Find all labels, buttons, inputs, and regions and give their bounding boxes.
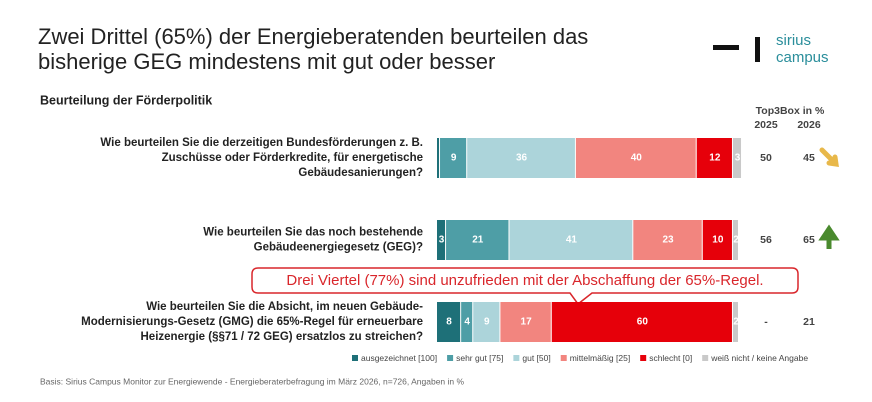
- segment-label: 36: [516, 153, 528, 164]
- bar-segment: [461, 302, 473, 342]
- callout-box: [251, 267, 799, 306]
- segment-label: 2: [733, 235, 739, 246]
- segment-label: 40: [631, 153, 643, 164]
- legend-label: weiß nicht / keine Angabe: [710, 353, 808, 363]
- question-text: Wie beurteilen Sie das noch bestehende: [203, 227, 423, 239]
- segment-label: 9: [484, 317, 490, 328]
- top3box-value: 56: [760, 234, 772, 246]
- top3box-value: 50: [760, 152, 772, 164]
- top3box-header: Top3Box in %: [756, 105, 825, 117]
- trend-arrow-up: [818, 224, 840, 249]
- legend-swatch: [447, 355, 454, 361]
- bar-segment: [551, 302, 732, 342]
- legend-swatch: [560, 355, 567, 361]
- segment-label: 9: [451, 153, 457, 164]
- bar-segment: [440, 138, 467, 178]
- bar-segment: [437, 138, 440, 178]
- bar-segment: [633, 220, 702, 260]
- legend-label: schlecht [0]: [649, 353, 692, 363]
- question-text: Wie beurteilen Sie die derzeitigen Bunde…: [100, 137, 423, 149]
- bar-segment: [696, 138, 732, 178]
- title-line: bisherige GEG mindestens mit gut oder be…: [38, 49, 495, 74]
- bar-segment: [509, 220, 633, 260]
- legend-swatch: [513, 355, 520, 361]
- logo-text: campus: [776, 49, 829, 66]
- segment-label: 4: [464, 317, 470, 328]
- bar-segment: [702, 220, 732, 260]
- top3box-value: 45: [803, 152, 815, 164]
- bar-segment: [732, 302, 738, 342]
- segment-label: 10: [712, 235, 724, 246]
- legend-label: mittelmäßig [25]: [570, 353, 630, 363]
- segment-label: 3: [439, 235, 445, 246]
- callout-text: Drei Viertel (77%) sind unzufrieden mit …: [286, 272, 763, 289]
- logo-text: sirius: [776, 32, 811, 49]
- bar-segment: [732, 220, 738, 260]
- legend-swatch: [352, 355, 358, 361]
- segment-label: 41: [566, 235, 578, 246]
- legend-label: ausgezeichnet [100]: [361, 353, 437, 363]
- title-line: Zwei Drittel (65%) der Energieberatenden…: [38, 24, 588, 49]
- logo-mark: [755, 37, 760, 62]
- question-text: Wie beurteilen Sie die Absicht, im neuen…: [146, 301, 423, 313]
- top3box-value: 65: [803, 234, 815, 246]
- segment-label: 8: [446, 317, 452, 328]
- top3box-value: -: [764, 316, 768, 328]
- segment-label: 17: [521, 317, 533, 328]
- legend-swatch: [640, 355, 647, 361]
- question-text: Gebäudeenergiegesetz (GEG)?: [254, 242, 423, 254]
- segment-label: 2: [733, 317, 739, 328]
- bar-segment: [446, 220, 509, 260]
- segment-label: 60: [637, 317, 649, 328]
- segment-label: 12: [709, 153, 721, 164]
- trend-arrow-down: [819, 147, 839, 167]
- bar-segment: [732, 138, 742, 178]
- question-text: Modernisierungs-Gesetz (GMG) die 65%-Reg…: [81, 316, 423, 328]
- bar-segment: [467, 138, 575, 178]
- top3box-value: 21: [803, 316, 815, 328]
- question-text: Gebäudesanierungen?: [298, 167, 423, 179]
- question-text: Heizenergie (§§71 / 72 GEG) ersatzlos zu…: [141, 331, 424, 343]
- segment-label: 21: [472, 235, 484, 246]
- legend-label: sehr gut [75]: [456, 353, 503, 363]
- bar-segment: [473, 302, 500, 342]
- top3box-year: 2026: [797, 119, 821, 131]
- bar-segment: [575, 138, 696, 178]
- legend-label: gut [50]: [522, 353, 550, 363]
- question-text: Zuschüsse oder Förderkredite, für energe…: [162, 152, 423, 164]
- segment-label: 3: [735, 153, 741, 164]
- bar-segment: [500, 302, 551, 342]
- logo-mark: [713, 45, 739, 50]
- legend-swatch: [702, 355, 709, 361]
- subtitle: Beurteilung der Förderpolitik: [40, 93, 212, 107]
- bar-segment: [437, 302, 461, 342]
- bar-segment: [437, 220, 446, 260]
- footnote: Basis: Sirius Campus Monitor zur Energie…: [40, 376, 464, 386]
- top3box-year: 2025: [754, 119, 778, 131]
- segment-label: 23: [662, 235, 674, 246]
